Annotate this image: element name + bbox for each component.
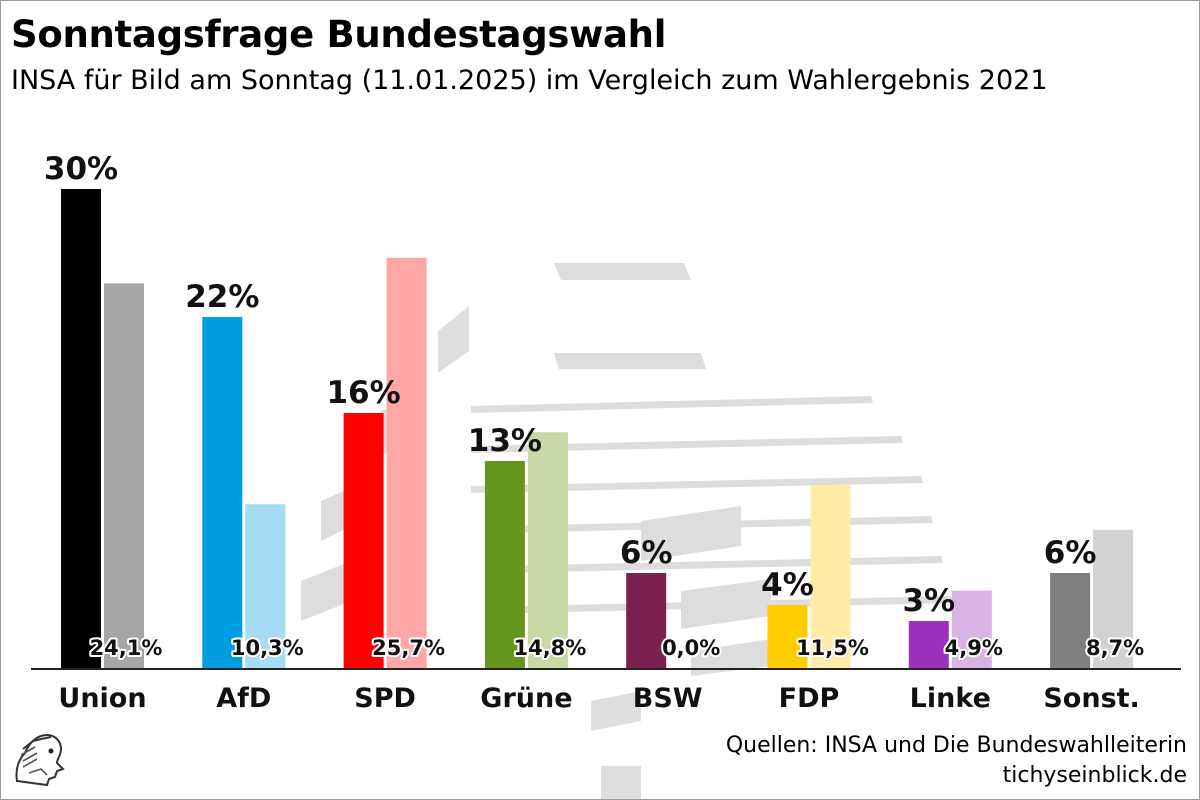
bar-poll-afd: [202, 317, 243, 669]
poll-label-fdp: 4%: [761, 567, 814, 603]
bar-poll-bsw: [626, 573, 667, 669]
bar-2021-fdp: [810, 485, 851, 669]
poll-label-union: 30%: [44, 151, 118, 187]
result-label-union: 24,1%: [90, 636, 163, 660]
poll-label-bsw: 6%: [620, 535, 673, 571]
poll-label-gruene: 13%: [468, 423, 542, 459]
bar-poll-union: [61, 189, 101, 669]
category-label-gruene: Grüne: [480, 683, 572, 714]
category-label-union: Union: [58, 683, 146, 714]
bar-poll-fdp: [767, 605, 808, 669]
category-label-afd: AfD: [216, 683, 271, 714]
result-label-fdp: 11,5%: [796, 636, 869, 660]
poll-label-spd: 16%: [326, 375, 400, 411]
bar-2021-gruene: [527, 432, 568, 669]
bar-poll-spd: [343, 413, 384, 669]
result-label-bsw: 0,0%: [662, 636, 720, 660]
bar-2021-linke: [951, 590, 992, 669]
bar-2021-union: [104, 283, 144, 669]
result-label-gruene: 14,8%: [513, 636, 586, 660]
bar-poll-linke: [908, 621, 949, 669]
chart-title: Sonntagsfrage Bundestagswahl: [11, 13, 667, 56]
bar-poll-gruene: [484, 461, 525, 669]
poll-label-afd: 22%: [185, 279, 259, 315]
bar-poll-sonst: [1050, 573, 1091, 669]
sources-note: Quellen: INSA und Die Bundeswahlleiterin: [725, 733, 1187, 758]
category-label-fdp: FDP: [779, 683, 840, 714]
result-label-sonst: 8,7%: [1086, 636, 1144, 660]
bar-2021-sonst: [1093, 529, 1134, 669]
category-label-bsw: BSW: [633, 683, 703, 714]
result-label-afd: 10,3%: [231, 636, 304, 660]
poll-label-linke: 3%: [902, 583, 955, 619]
poll-label-sonst: 6%: [1044, 535, 1097, 571]
bar-2021-afd: [245, 504, 286, 669]
category-label-linke: Linke: [910, 683, 991, 714]
category-label-spd: SPD: [354, 683, 416, 714]
eagle-head-logo: [15, 733, 65, 787]
result-label-linke: 4,9%: [945, 636, 1003, 660]
website-label: tichyseinblick.de: [1002, 763, 1187, 788]
category-label-sonst: Sonst.: [1043, 683, 1139, 714]
result-label-spd: 25,7%: [372, 636, 445, 660]
bar-2021-spd: [386, 257, 427, 669]
chart-subtitle: INSA für Bild am Sonntag (11.01.2025) im…: [11, 65, 1048, 96]
